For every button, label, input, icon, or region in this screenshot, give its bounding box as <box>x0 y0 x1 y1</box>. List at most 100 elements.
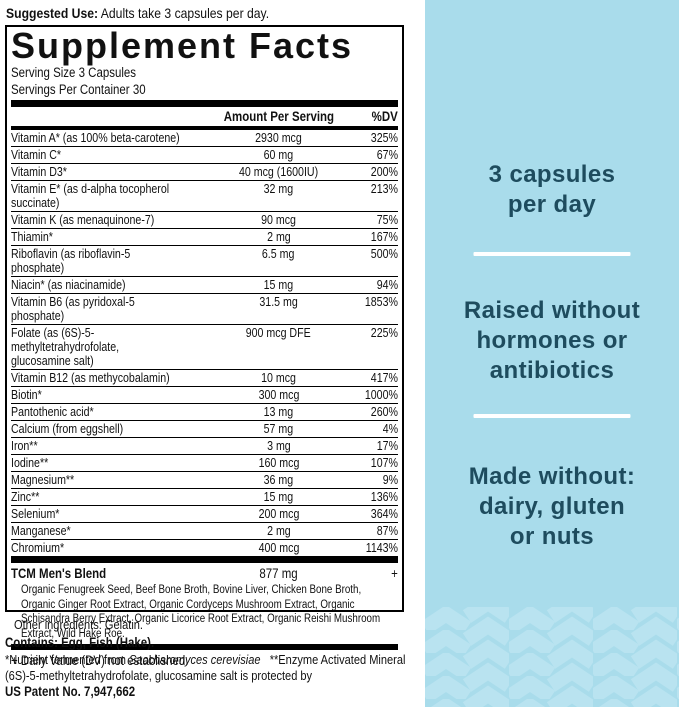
nutrient-dv: 136% <box>370 490 398 504</box>
table-row: Riboflavin (as riboflavin-5 phosphate) 6… <box>11 245 398 276</box>
nutrient-name-cell: Biotin* <box>11 388 211 402</box>
nutrient-name: Vitamin E* (as d-alpha tocopherol succin… <box>11 182 170 210</box>
percent-dv-header: %DV <box>371 109 398 124</box>
nutrient-dv-cell: 94% <box>346 278 398 292</box>
nutrient-name: Biotin* <box>11 388 42 402</box>
blend-name: TCM Men's Blend <box>11 566 107 581</box>
nutrient-dv: 9% <box>382 473 398 487</box>
footnote-line-1: *Nutrient fermented from Saccharomyces c… <box>5 652 405 667</box>
dv-header-cell: %DV <box>346 109 398 124</box>
nutrient-name: Riboflavin (as riboflavin-5 phosphate) <box>11 247 131 275</box>
nutrient-name: Calcium (from eggshell) <box>11 422 124 436</box>
nutrient-name: Manganese* <box>11 524 71 538</box>
allergen-statement: Contains: Egg, Fish (Hake). <box>5 635 155 650</box>
nutrient-dv: 167% <box>370 230 398 244</box>
nutrient-name-cell: Riboflavin (as riboflavin-5 phosphate) <box>11 247 211 275</box>
nutrient-name-cell: Pantothenic acid* <box>11 405 211 419</box>
nutrient-dv-cell: 75% <box>346 213 398 227</box>
nutrient-name: Vitamin B6 (as pyridoxal-5 phosphate) <box>11 295 135 323</box>
blend-row: TCM Men's Blend 877 mg + <box>11 563 398 583</box>
nutrient-name-cell: Folate (as (6S)-5-methyltetrahydrofolate… <box>11 326 211 368</box>
nutrient-amount-cell: 300 mcg <box>211 388 346 402</box>
header-divider-bar <box>11 126 398 130</box>
nutrient-name-cell: Vitamin C* <box>11 148 211 162</box>
blend-description: Organic Fenugreek Seed, Beef Bone Broth,… <box>21 583 398 644</box>
nutrient-amount-cell: 90 mcg <box>211 213 346 227</box>
nutrient-name: Selenium* <box>11 507 60 521</box>
nutrient-amount-cell: 400 mcg <box>211 541 346 555</box>
table-row: Vitamin B6 (as pyridoxal-5 phosphate) 31… <box>11 293 398 324</box>
nutrient-name-cell: Vitamin B12 (as methycobalamin) <box>11 371 211 385</box>
nutrient-dv-cell: 500% <box>346 247 398 261</box>
nutrient-amount: 40 mcg (1600IU) <box>238 165 319 179</box>
nutrient-dv: 364% <box>370 507 398 521</box>
nutrient-amount-cell: 60 mg <box>211 148 346 162</box>
table-row: Zinc** 15 mg 136% <box>11 488 398 505</box>
nutrient-amount-cell: 160 mcg <box>211 456 346 470</box>
nutrient-dv: 67% <box>376 148 398 162</box>
suggested-use-label: Suggested Use: <box>6 5 99 21</box>
nutrient-amount: 15 mg <box>263 490 294 504</box>
nutrient-dv-cell: 325% <box>346 131 398 145</box>
nutrient-dv: 200% <box>370 165 398 179</box>
nutrient-name-cell: Niacin* (as niacinamide) <box>11 278 211 292</box>
nutrient-amount: 300 mcg <box>258 388 299 402</box>
blend-dv-cell: + <box>346 566 398 582</box>
nutrient-name-cell: Vitamin D3* <box>11 165 211 179</box>
blend-amount: 877 mg <box>259 566 298 581</box>
nutrient-dv: 417% <box>370 371 398 385</box>
footnote-line-2: (6S)-5-methyltetrahydrofolate, glucosami… <box>5 668 313 683</box>
nutrient-dv: 1000% <box>364 388 398 402</box>
sidebar: 3 capsules per day Raised without hormon… <box>425 0 679 707</box>
nutrient-amount-cell: 2930 mcg <box>211 131 346 145</box>
nutrient-amount: 57 mg <box>263 422 294 436</box>
blend-divider-bar <box>11 556 398 563</box>
nutrient-dv-cell: 1853% <box>346 295 398 309</box>
table-row: Calcium (from eggshell) 57 mg 4% <box>11 420 398 437</box>
nutrient-dv-cell: 167% <box>346 230 398 244</box>
nutrient-dv-cell: 364% <box>346 507 398 521</box>
nutrient-amount-cell: 6.5 mg <box>211 247 346 261</box>
nutrient-amount: 2930 mcg <box>255 131 302 145</box>
nutrient-name: Chromium* <box>11 541 65 555</box>
table-row: Biotin* 300 mcg 1000% <box>11 386 398 403</box>
sidebar-divider <box>473 252 631 256</box>
table-row: Chromium* 400 mcg 1143% <box>11 539 398 556</box>
nutrient-name-cell: Calcium (from eggshell) <box>11 422 211 436</box>
chevron-pattern <box>425 607 679 707</box>
table-row: Niacin* (as niacinamide) 15 mg 94% <box>11 276 398 293</box>
nutrient-dv-cell: 200% <box>346 165 398 179</box>
nutrient-amount: 10 mcg <box>261 371 296 385</box>
nutrient-dv: 1853% <box>364 295 398 309</box>
nutrient-dv-cell: 136% <box>346 490 398 504</box>
nutrient-dv-cell: 417% <box>346 371 398 385</box>
nutrient-amount-cell: 57 mg <box>211 422 346 436</box>
nutrient-dv-cell: 1000% <box>346 388 398 402</box>
nutrient-name-cell: Magnesium** <box>11 473 211 487</box>
nutrient-name-cell: Selenium* <box>11 507 211 521</box>
nutrient-name-cell: Vitamin B6 (as pyridoxal-5 phosphate) <box>11 295 211 323</box>
nutrient-amount: 31.5 mg <box>259 295 298 309</box>
nutrient-amount: 15 mg <box>263 278 294 292</box>
claim-made-without: Made without: dairy, gluten or nuts <box>468 463 636 550</box>
nutrient-name: Thiamin* <box>11 230 53 244</box>
nutrient-name-cell: Iron** <box>11 439 211 453</box>
nutrient-amount-cell: 15 mg <box>211 278 346 292</box>
nutrient-dv: 4% <box>382 422 398 436</box>
nutrient-dv-cell: 213% <box>346 182 398 196</box>
nutrient-amount: 6.5 mg <box>262 247 295 261</box>
nutrient-name-cell: Vitamin A* (as 100% beta-carotene) <box>11 131 211 145</box>
table-row: Iodine** 160 mcg 107% <box>11 454 398 471</box>
nutrient-dv: 1143% <box>365 541 398 555</box>
species-name: Saccharomyces cerevisiae <box>129 652 261 667</box>
nutrient-amount: 2 mg <box>266 230 291 244</box>
supplement-facts-title: Supplement Facts <box>11 25 354 66</box>
suggested-use: Suggested Use: Adults take 3 capsules pe… <box>6 5 269 22</box>
nutrient-dv-cell: 4% <box>346 422 398 436</box>
nutrient-dv-cell: 260% <box>346 405 398 419</box>
nutrient-amount-cell: 40 mcg (1600IU) <box>211 165 346 179</box>
nutrient-name: Pantothenic acid* <box>11 405 94 419</box>
table-row: Vitamin E* (as d-alpha tocopherol succin… <box>11 180 398 211</box>
nutrient-amount: 200 mcg <box>258 507 299 521</box>
serving-size: Serving Size 3 Capsules <box>11 65 398 82</box>
